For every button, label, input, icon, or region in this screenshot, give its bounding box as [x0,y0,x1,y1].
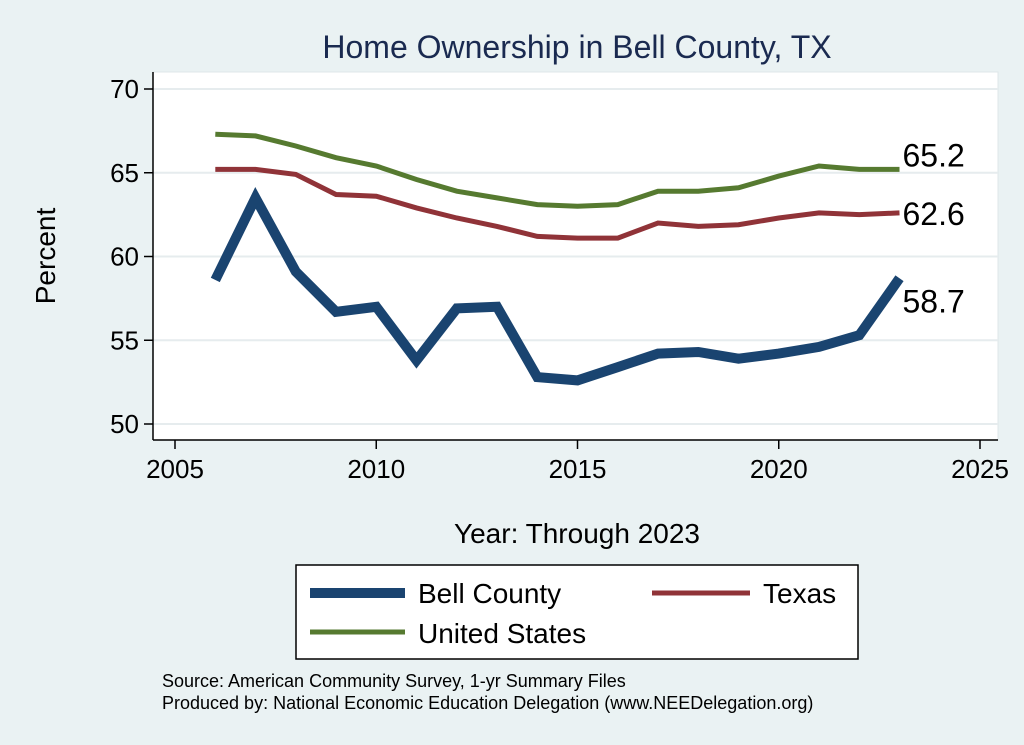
end-label-texas: 62.6 [903,196,965,232]
end-labels: 58.7 62.6 65.2 [903,137,965,319]
y-tick-label: 55 [110,325,139,355]
producer-note: Produced by: National Economic Education… [162,693,813,713]
y-tick-label: 65 [110,158,139,188]
axes: 50 55 60 65 70 2005 2010 2015 2020 2025 [110,72,1009,484]
series-lines [210,131,904,386]
end-label-bell-county: 58.7 [903,283,965,319]
series-line-united-states [215,131,900,209]
x-axis-title: Year: Through 2023 [454,518,700,549]
chart-title: Home Ownership in Bell County, TX [322,29,831,65]
x-tick-label: 2005 [146,454,204,484]
legend-box [295,564,859,660]
x-tick-label: 2025 [951,454,1009,484]
x-tick-label: 2015 [549,454,607,484]
x-tick-label: 2020 [750,454,808,484]
source-note: Source: American Community Survey, 1-yr … [162,671,626,691]
y-tick-label: 60 [110,242,139,272]
y-tick-label: 50 [110,409,139,439]
legend-label-texas: Texas [763,578,836,609]
end-label-united-states: 65.2 [903,137,965,173]
x-tick-label: 2010 [347,454,405,484]
legend-label-bell-county: Bell County [418,578,561,609]
legend-label-united-states: United States [418,618,586,649]
series-line-bell-county [210,187,904,386]
y-tick-label: 70 [110,74,139,104]
series-line-texas [215,166,900,241]
legend: Bell County Texas United States [295,564,859,660]
y-axis-title: Percent [30,208,61,305]
